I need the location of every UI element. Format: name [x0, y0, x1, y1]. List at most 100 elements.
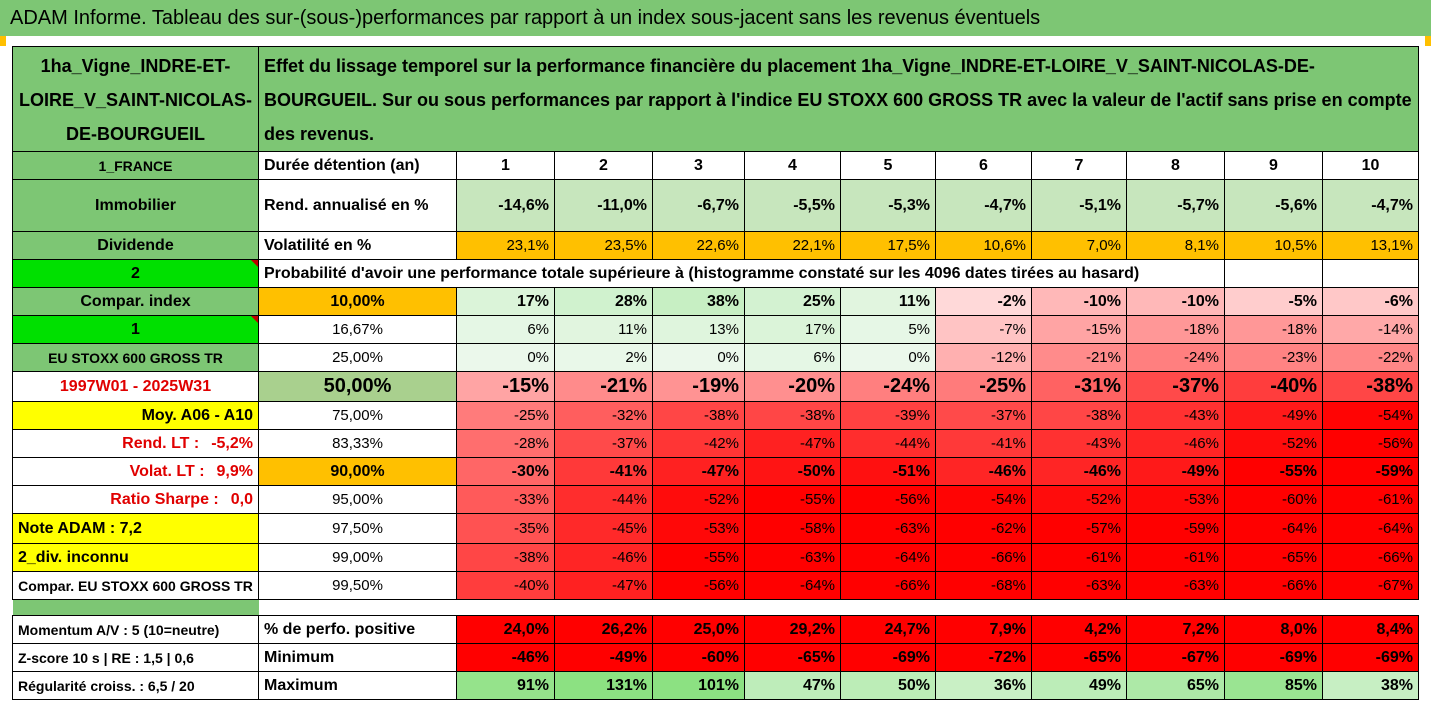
year-header: 4 [744, 151, 841, 180]
rend-value: -5,6% [1224, 179, 1323, 232]
quantile-value: 17% [744, 315, 841, 344]
quantile-label: 90,00% [258, 457, 457, 486]
perf-pos-value: 4,2% [1031, 615, 1127, 644]
rend-value: -5,1% [1031, 179, 1127, 232]
minimum-value: -69% [840, 643, 936, 672]
volat-value: 22,6% [652, 231, 745, 260]
quantile-value: -28% [456, 429, 555, 458]
quantile-value: -44% [554, 485, 653, 514]
quantile-value: 2% [554, 343, 653, 372]
quantile-value: -49% [1126, 457, 1225, 486]
rend-value: -11,0% [554, 179, 653, 232]
regularite-cell: Régularité croiss. : 6,5 / 20 [12, 671, 259, 700]
rend-lt-label: Rend. LT : [122, 434, 200, 452]
spacer-cell [12, 599, 259, 616]
quantile-value: -64% [1224, 513, 1323, 544]
table-row: Volat. LT : 9,9% 90,00% -30% -41% -47% -50% -51… [12, 457, 1419, 486]
momentum-cell: Momentum A/V : 5 (10=neutre) [12, 615, 259, 644]
rend-label: Rend. annualisé en % [258, 179, 457, 232]
quantile-value: -61% [1031, 543, 1127, 572]
duree-label: Durée détention (an) [258, 151, 457, 180]
quantile-value: -44% [840, 429, 936, 458]
minimum-value: -72% [935, 643, 1032, 672]
quantile-value: 13% [652, 315, 745, 344]
quantile-value: 11% [554, 315, 653, 344]
volat-lt-label: Volat. LT : [129, 462, 205, 480]
minimum-value: -60% [652, 643, 745, 672]
table-row: Note ADAM : 7,2 97,50% -35% -45% -53% -58% -63… [12, 513, 1419, 544]
rend-lt-value: -5,2% [211, 434, 253, 452]
quantile-value: 17% [456, 287, 555, 316]
quantile-value: -18% [1224, 315, 1323, 344]
minimum-value: -67% [1126, 643, 1225, 672]
quantile-value: -37% [1126, 371, 1225, 402]
period-cell: 1997W01 - 2025W31 [12, 371, 259, 402]
quantile-value: -5% [1224, 287, 1323, 316]
table-row: Compar. index 10,00% 17% 28% 38% 25% 11% -2% -10… [12, 287, 1419, 316]
sharpe-value: 0,0 [230, 490, 253, 508]
quantile-value: -47% [652, 457, 745, 486]
rend-value: -14,6% [456, 179, 555, 232]
quantile-label: 97,50% [258, 513, 457, 544]
quantile-value: -61% [1126, 543, 1225, 572]
quantile-value: -55% [1224, 457, 1323, 486]
quantile-label: 75,00% [258, 401, 457, 430]
quantile-value: 25% [744, 287, 841, 316]
rend-value: -5,3% [840, 179, 936, 232]
volat-value: 17,5% [840, 231, 936, 260]
table-row: Z-score 10 s | RE : 1,5 | 0,6 Minimum -46%… [12, 643, 1419, 672]
quantile-value: -68% [935, 571, 1032, 600]
quantile-value: -49% [1224, 401, 1323, 430]
quantile-value: -59% [1322, 457, 1419, 486]
quantile-value: -35% [456, 513, 555, 544]
volat-lt-cell: Volat. LT : 9,9% [12, 457, 259, 486]
quantile-value: -47% [554, 571, 653, 600]
quantile-value: -63% [744, 543, 841, 572]
quantile-value: -63% [1031, 571, 1127, 600]
table-row: 1997W01 - 2025W31 50,00% -15% -21% -19% -20% -… [12, 371, 1419, 402]
maximum-value: 47% [744, 671, 841, 700]
volat-value: 22,1% [744, 231, 841, 260]
quantile-value: -57% [1031, 513, 1127, 544]
year-header: 7 [1031, 151, 1127, 180]
year-header: 8 [1126, 151, 1225, 180]
minimum-value: -46% [456, 643, 555, 672]
quantile-value: -6% [1322, 287, 1419, 316]
quantile-value: -51% [840, 457, 936, 486]
quantile-value: -64% [1322, 513, 1419, 544]
year-header: 6 [935, 151, 1032, 180]
volat-value: 10,5% [1224, 231, 1323, 260]
maximum-value: 131% [554, 671, 653, 700]
quantile-value: -37% [935, 401, 1032, 430]
quantile-value: -15% [1031, 315, 1127, 344]
minimum-label: Minimum [258, 643, 457, 672]
quantile-value: -18% [1126, 315, 1225, 344]
sharpe-cell: Ratio Sharpe : 0,0 [12, 485, 259, 514]
rend-lt-cell: Rend. LT : -5,2% [12, 429, 259, 458]
n1-cell: 1 [12, 315, 259, 344]
quantile-value: -25% [935, 371, 1032, 402]
quantile-value: -56% [1322, 429, 1419, 458]
quantile-value: -43% [1031, 429, 1127, 458]
quantile-label: 25,00% [258, 343, 457, 372]
quantile-value: -24% [1126, 343, 1225, 372]
compar-index-cell: Compar. index [12, 287, 259, 316]
quantile-value: -62% [935, 513, 1032, 544]
quantile-value: -15% [456, 371, 555, 402]
maximum-value: 50% [840, 671, 936, 700]
table-row: Compar. EU STOXX 600 GROSS TR 99,50% -40% -… [12, 571, 1419, 600]
table-row: Ratio Sharpe :0,0 95,00% -33% -44% -52% -55% -… [12, 485, 1419, 514]
quantile-value: 6% [744, 343, 841, 372]
quantile-value: -66% [1322, 543, 1419, 572]
quantile-value: -46% [1126, 429, 1225, 458]
rend-value: -4,7% [935, 179, 1032, 232]
quantile-value: -67% [1322, 571, 1419, 600]
dividend-cell: Dividende [12, 231, 259, 260]
quantile-value: -21% [554, 371, 653, 402]
quantile-value: -52% [1031, 485, 1127, 514]
maximum-label: Maximum [258, 671, 457, 700]
rend-value: -4,7% [1322, 179, 1419, 232]
description-cell: Effet du lissage temporel sur la perform… [258, 46, 1419, 152]
asset-name-cell: 1ha_Vigne_INDRE-ET-LOIRE_V_SAINT-NICOLAS… [12, 46, 259, 152]
quantile-value: -52% [652, 485, 745, 514]
